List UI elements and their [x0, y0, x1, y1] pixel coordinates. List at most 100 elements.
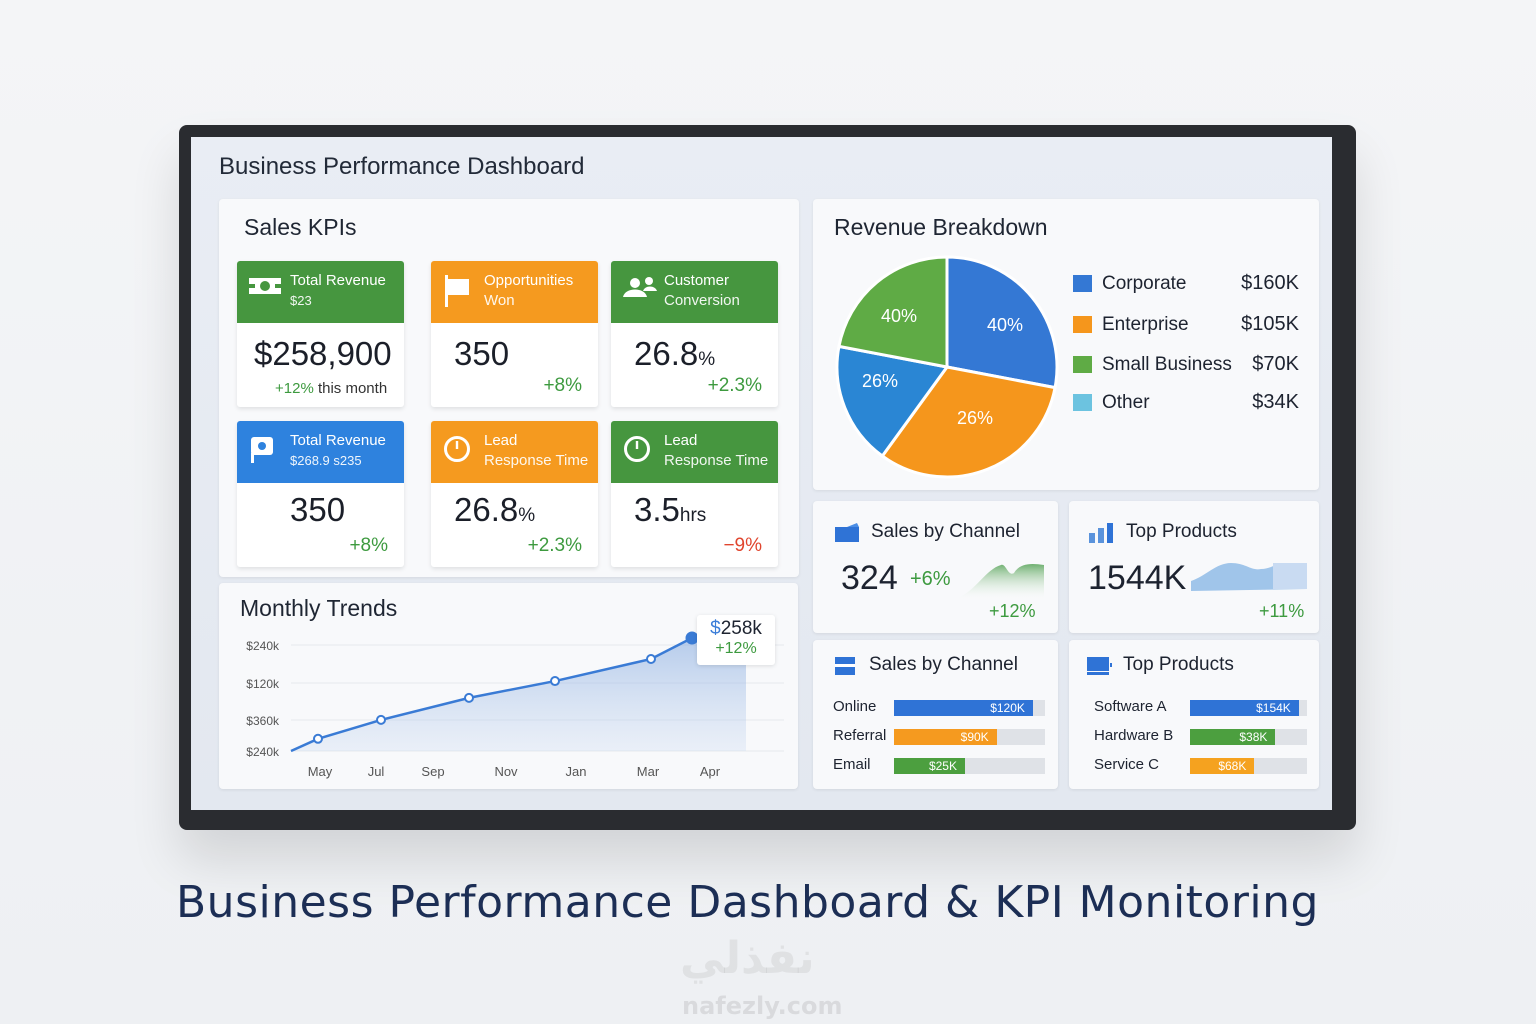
pie-slice-corporate — [945, 255, 1059, 390]
legend-item: Corporate $160K — [1073, 272, 1299, 295]
trend-point — [550, 676, 560, 687]
bar-label: Referral — [833, 727, 887, 744]
y-tick-label: $240k — [246, 639, 280, 653]
kpi-label: Opportunities — [484, 272, 574, 289]
kpi-value: 350 — [454, 335, 510, 372]
kpi-label: Customer — [664, 272, 730, 289]
revenue-breakdown-panel: Revenue Breakdown 40% 26% 26% 40% — [813, 199, 1319, 490]
bar-label: Hardware B — [1094, 727, 1174, 744]
flag-icon — [443, 275, 473, 307]
pie-slice-other — [835, 344, 950, 459]
dollar-chat-icon — [249, 435, 279, 465]
kpi-sublabel: Conversion — [664, 292, 740, 309]
bar-fill: $120K — [894, 700, 1033, 716]
legend-label: Enterprise — [1102, 313, 1189, 335]
bar-label: Online — [833, 698, 877, 715]
kpi-delta: +8% — [543, 375, 582, 396]
bar-fill: $90K — [894, 729, 997, 745]
x-tick-label: Jan — [566, 764, 587, 779]
bar-track: $25K — [894, 758, 1045, 774]
kpi-unit: % — [698, 349, 716, 370]
kpi-card[interactable]: Opportunities Won 350 +8% — [431, 261, 598, 407]
money-icon — [249, 275, 281, 305]
sales-by-channel-bars: Sales by Channel Online $120K Referral $9… — [813, 640, 1058, 789]
bar-label: Email — [833, 756, 871, 773]
kpi-delta: +2.3% — [707, 375, 762, 396]
bar-fill: $38K — [1190, 729, 1276, 745]
sales-kpis-title: Sales KPIs — [244, 214, 357, 240]
trend-tooltip: $258k +12% — [697, 615, 775, 665]
clock-icon — [443, 435, 473, 465]
kpi-delta: −9% — [723, 535, 762, 556]
legend-swatch — [1073, 394, 1092, 411]
bar-track: $38K — [1190, 729, 1307, 745]
channel-bars-title: Sales by Channel — [869, 654, 1018, 675]
kpi-card[interactable]: Customer Conversion 26.8% +2.3% — [611, 261, 778, 407]
kpi-card[interactable]: Lead Response Time 26.8% +2.3% — [431, 421, 598, 567]
channel-summary-value: 324 — [841, 559, 898, 597]
watermark-logo: نفذلي — [680, 933, 815, 984]
kpi-card-header: Lead Response Time — [431, 421, 598, 483]
y-tick-label: $360k — [246, 714, 280, 728]
kpi-value: 26.8 — [454, 491, 519, 528]
channel-summary-title: Sales by Channel — [871, 521, 1020, 542]
tooltip-value: $258k — [697, 618, 775, 640]
legend-label: Corporate — [1102, 272, 1187, 294]
kpi-delta: +8% — [349, 535, 388, 556]
product-bars-title: Top Products — [1123, 654, 1234, 675]
card-icon — [835, 657, 855, 675]
kpi-delta: +12% — [275, 380, 314, 397]
legend-swatch — [1073, 316, 1092, 333]
tooltip-amount: 258k — [720, 618, 762, 639]
channel-summary-delta: +6% — [910, 568, 951, 590]
watermark-url: nafezly.com — [682, 992, 843, 1020]
page-caption: Business Performance Dashboard & KPI Mon… — [176, 877, 1319, 928]
channel-sparkline — [956, 563, 1044, 601]
top-products-bars: Top Products Software A $154K Hardware B … — [1069, 640, 1319, 789]
kpi-card-header: Total Revenue $268.9 s235 — [237, 421, 404, 483]
bar-chart-icon — [1089, 523, 1113, 543]
monitor-icon — [1087, 657, 1112, 675]
bar-track: $90K — [894, 729, 1045, 745]
legend-item: Small Business $70K — [1073, 353, 1299, 376]
kpi-unit: hrs — [679, 505, 707, 526]
legend-amount: $160K — [1241, 272, 1299, 294]
trend-point — [685, 631, 699, 645]
y-tick-label: $240k — [246, 745, 280, 759]
kpi-sublabel: Response Time — [484, 452, 589, 469]
products-summary-delta: +11% — [1259, 601, 1305, 621]
products-summary-title: Top Products — [1126, 521, 1237, 542]
kpi-label: Total Revenue — [290, 432, 386, 449]
tooltip-dollar: $ — [710, 618, 721, 639]
kpi-value: 350 — [290, 491, 346, 528]
x-tick-label: Apr — [700, 764, 721, 779]
folder-icon — [835, 523, 859, 542]
pie-slice-label: 26% — [957, 408, 993, 428]
kpi-delta: +2.3% — [527, 535, 582, 556]
top-products-summary: Top Products 1544K +11% — [1069, 501, 1319, 633]
kpi-card[interactable]: Total Revenue $268.9 s235 350 +8% — [237, 421, 404, 567]
kpi-sublabel: Response Time — [664, 452, 769, 469]
kpi-card[interactable]: Total Revenue $23 $258,900 +12% this mon… — [237, 261, 404, 407]
kpi-value: 3.5 — [634, 491, 680, 528]
legend-swatch — [1073, 356, 1092, 373]
monthly-trends-panel: Monthly Trends $240k $120k $360k $240k May Ju… — [219, 583, 798, 789]
bar-track: $68K — [1190, 758, 1307, 774]
legend-item: Enterprise $105K — [1073, 313, 1299, 336]
kpi-label: Total Revenue — [290, 272, 386, 289]
revenue-breakdown-title: Revenue Breakdown — [834, 214, 1048, 240]
kpi-card[interactable]: Lead Response Time 3.5hrs −9% — [611, 421, 778, 567]
kpi-sublabel: $268.9 s235 — [290, 453, 362, 468]
dashboard-screen: Business Performance Dashboard Sales KPI… — [191, 137, 1332, 810]
tooltip-delta: +12% — [715, 640, 757, 657]
kpi-sublabel: $23 — [290, 293, 312, 308]
x-tick-label: Nov — [494, 764, 518, 779]
kpi-unit: % — [518, 505, 536, 526]
pie-slice-label: 40% — [987, 315, 1023, 335]
pie-slice-label: 40% — [881, 306, 917, 326]
dashboard-title: Business Performance Dashboard — [219, 153, 585, 180]
users-icon — [623, 275, 657, 305]
kpi-card-header: Total Revenue $23 — [237, 261, 404, 323]
legend-amount: $70K — [1252, 353, 1299, 375]
x-tick-label: Sep — [421, 764, 444, 779]
